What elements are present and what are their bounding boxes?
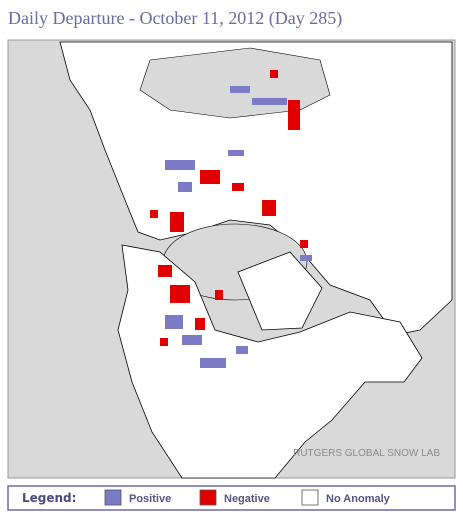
anomaly-cell (200, 358, 226, 368)
anomaly-cell (230, 86, 250, 93)
anomaly-cell (170, 212, 184, 232)
anomaly-cell (200, 170, 220, 184)
anomaly-cell (232, 183, 244, 191)
legend-title: Legend: (22, 491, 76, 505)
anomaly-cell (165, 315, 183, 329)
anomaly-cell (160, 338, 168, 346)
anomaly-cell (228, 150, 244, 156)
anomaly-cell (215, 290, 223, 300)
anomaly-cell (288, 100, 300, 130)
anomaly-cell (236, 346, 248, 354)
anomaly-cell (165, 160, 195, 170)
anomaly-cell (178, 182, 192, 192)
anomaly-cell (195, 318, 205, 330)
anomaly-cell (170, 285, 190, 303)
legend-label: Positive (129, 493, 171, 505)
anomaly-cell (158, 265, 172, 277)
negative-cells (150, 70, 308, 346)
anomaly-cell (300, 240, 308, 248)
anomaly-cell (300, 255, 312, 261)
legend: Legend: Positive Negative No Anomaly (7, 485, 456, 511)
legend-swatch (104, 489, 122, 506)
ice-sea (139, 47, 331, 119)
title: Daily Departure - October 11, 2012 (Day … (8, 8, 342, 29)
north-america (117, 244, 423, 479)
legend-label: Negative (224, 493, 270, 505)
eurasia (59, 41, 453, 336)
legend-swatch (301, 489, 319, 506)
legend-label: No Anomaly (326, 493, 391, 505)
legend-box (7, 485, 456, 511)
anomaly-cell (150, 210, 158, 218)
legend-swatch (199, 489, 217, 506)
greenland (237, 251, 323, 331)
anomaly-cell (262, 200, 276, 216)
anomaly-cell (182, 335, 202, 345)
anomaly-cell (270, 70, 278, 78)
positive-cells (165, 86, 312, 368)
map: RUTGERS GLOBAL SNOW LAB (7, 39, 456, 479)
anomaly-cell (252, 98, 287, 105)
credit: RUTGERS GLOBAL SNOW LAB (293, 448, 440, 459)
